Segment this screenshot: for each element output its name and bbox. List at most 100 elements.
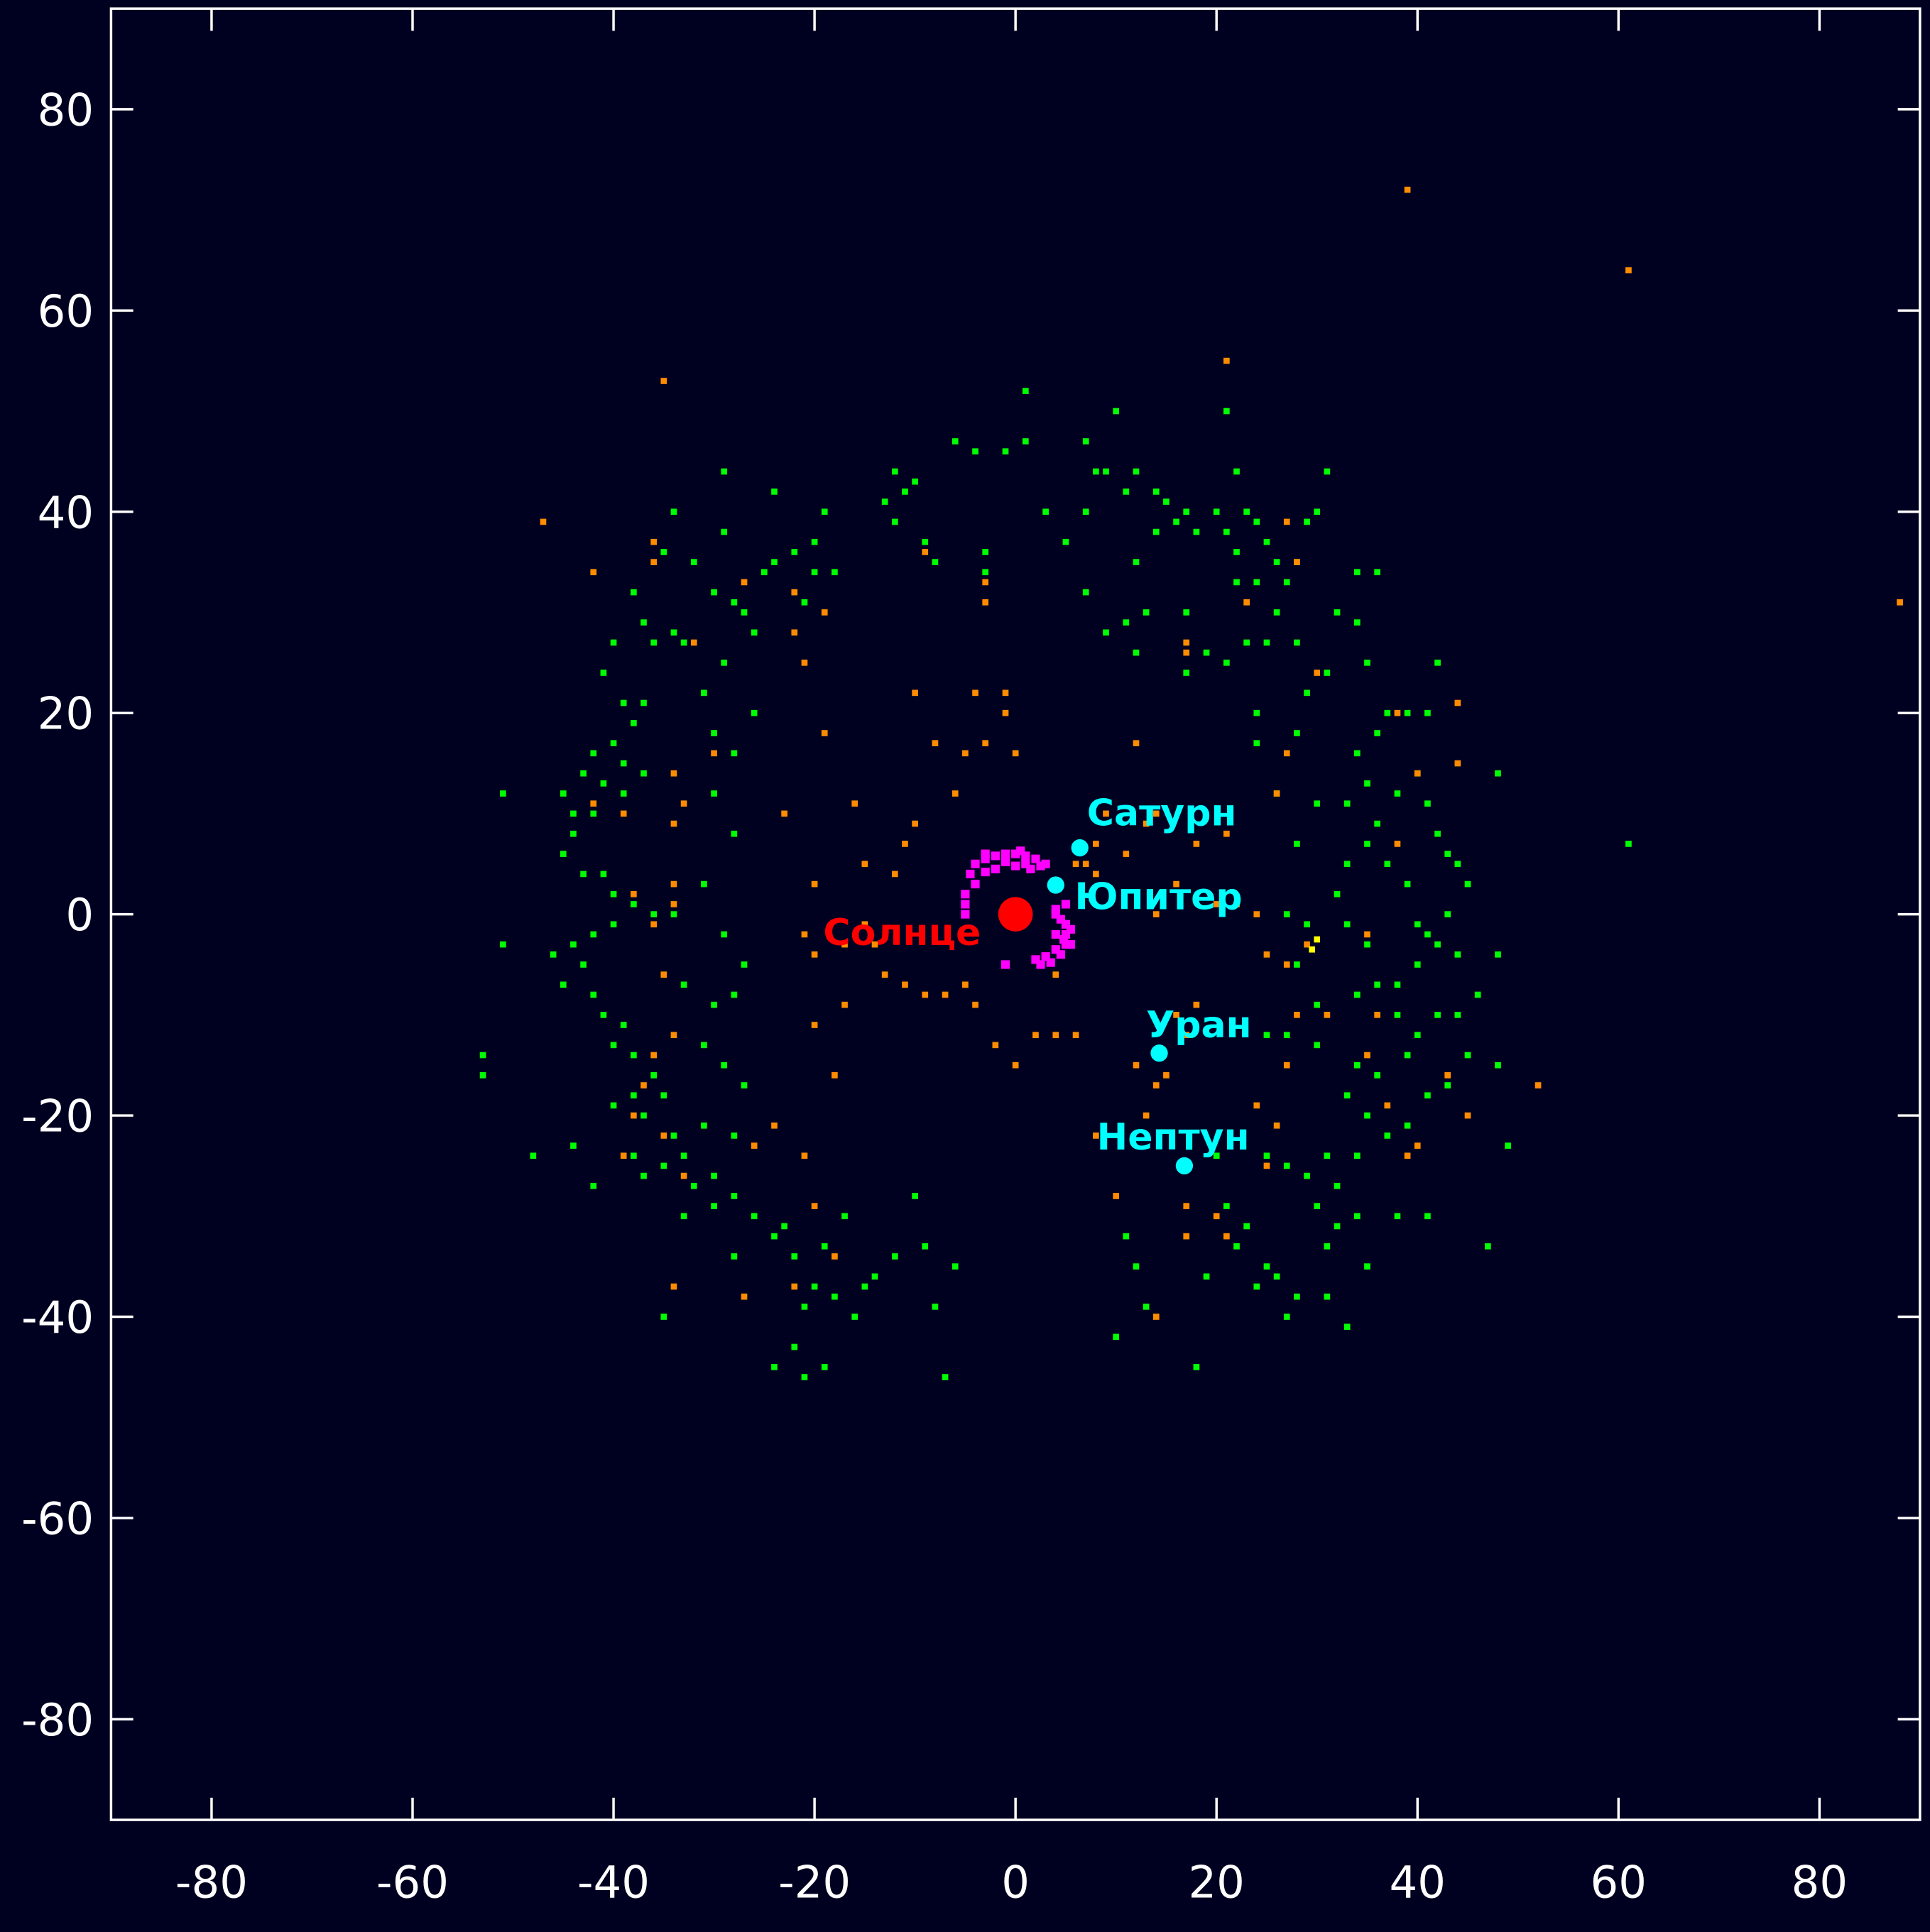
scatter-point [1364,941,1370,948]
scatter-point [1283,1162,1290,1169]
scatter-point [1464,880,1471,888]
scatter-point [851,800,858,807]
scatter-point [1113,408,1120,415]
scatter-point [1016,846,1025,856]
scatter-point [891,1253,898,1260]
scatter-point [871,1273,878,1280]
scatter-point [891,871,898,878]
scatter-point [1314,1001,1321,1008]
scatter-point [1203,1273,1210,1280]
scatter-point [1404,1052,1411,1059]
scatter-point [1283,911,1290,917]
scatter-point [1434,1011,1441,1018]
scatter-point [1213,901,1220,907]
scatter-point [1464,1052,1471,1059]
scatter-point [1223,1233,1230,1240]
scatter-point [961,910,970,919]
scatter-point [640,619,647,626]
scatter-point [1253,1283,1260,1290]
scatter-point [1283,1032,1290,1039]
y-tick-label: 60 [38,285,94,337]
scatter-point [1273,790,1280,797]
scatter-point [1062,538,1069,545]
scatter-point [1193,528,1200,535]
scatter-point [972,448,978,455]
saturn-label: Сатурн [1087,792,1237,835]
scatter-point [972,689,978,697]
scatter-point [1314,800,1321,807]
sun-marker [998,897,1033,932]
scatter-point [962,750,969,757]
scatter-point [1072,861,1079,868]
scatter-point [1223,830,1230,837]
scatter-point [1353,1061,1361,1069]
scatter-point [631,1152,637,1159]
scatter-point [1343,1324,1351,1331]
scatter-point [1072,1032,1079,1039]
scatter-point [1374,569,1380,576]
scatter-point [1294,961,1300,968]
scatter-point [1042,508,1049,515]
scatter-point [620,760,627,767]
x-tick-label: 80 [1792,1856,1848,1908]
scatter-point [791,1253,798,1260]
scatter-point [1263,1032,1270,1039]
scatter-point [711,1172,717,1179]
scatter-point [620,1152,627,1159]
scatter-point [841,1213,848,1220]
scatter-point [1093,1133,1099,1139]
scatter-point [1353,1152,1361,1159]
scatter-point [821,1243,828,1250]
scatter-point [801,1374,808,1380]
scatter-point [1183,649,1190,656]
scatter-point [1364,1112,1370,1119]
scatter-point [1193,1364,1200,1370]
scatter-point [1374,820,1380,827]
scatter-point [1223,357,1230,364]
scatter-point [500,790,506,797]
scatter-point [650,1072,657,1079]
scatter-point [670,901,677,907]
scatter-point [1324,1293,1331,1300]
scatter-point [922,991,929,998]
scatter-point [922,549,929,555]
scatter-point [620,699,627,706]
scatter-point [631,890,637,897]
scatter-point [811,880,818,888]
scatter-point [1051,945,1060,954]
scatter-point [610,921,617,928]
scatter-point [801,1303,808,1310]
scatter-point [1173,1011,1179,1018]
scatter-point [801,1152,808,1159]
scatter-point [751,629,758,636]
scatter-point [640,1082,647,1088]
scatter-point [781,1223,787,1230]
scatter-point [1304,1172,1310,1179]
scatter-point [1404,186,1411,193]
scatter-point [1233,579,1240,586]
scatter-point [1263,1152,1270,1159]
scatter-point [1133,1263,1140,1270]
scatter-point [540,518,547,525]
scatter-point [580,770,587,777]
scatter-point [631,589,637,596]
scatter-point [1031,955,1040,964]
scatter-point [932,1303,939,1310]
scatter-point [1283,518,1290,525]
scatter-point [1253,709,1260,716]
scatter-point [721,659,728,666]
scatter-point [1103,468,1109,475]
scatter-point [1193,1001,1200,1008]
scatter-point [952,1263,959,1270]
scatter-point [590,1182,597,1189]
scatter-point [1152,489,1160,495]
scatter-point [1384,1133,1391,1139]
scatter-point [570,1142,577,1149]
scatter-point [811,569,818,576]
scatter-point [731,1193,738,1199]
scatter-point [1283,1061,1290,1069]
y-tick-label: -60 [21,1492,94,1544]
scatter-point [1364,780,1370,787]
scatter-point [1163,498,1170,505]
scatter-point [1353,569,1361,576]
